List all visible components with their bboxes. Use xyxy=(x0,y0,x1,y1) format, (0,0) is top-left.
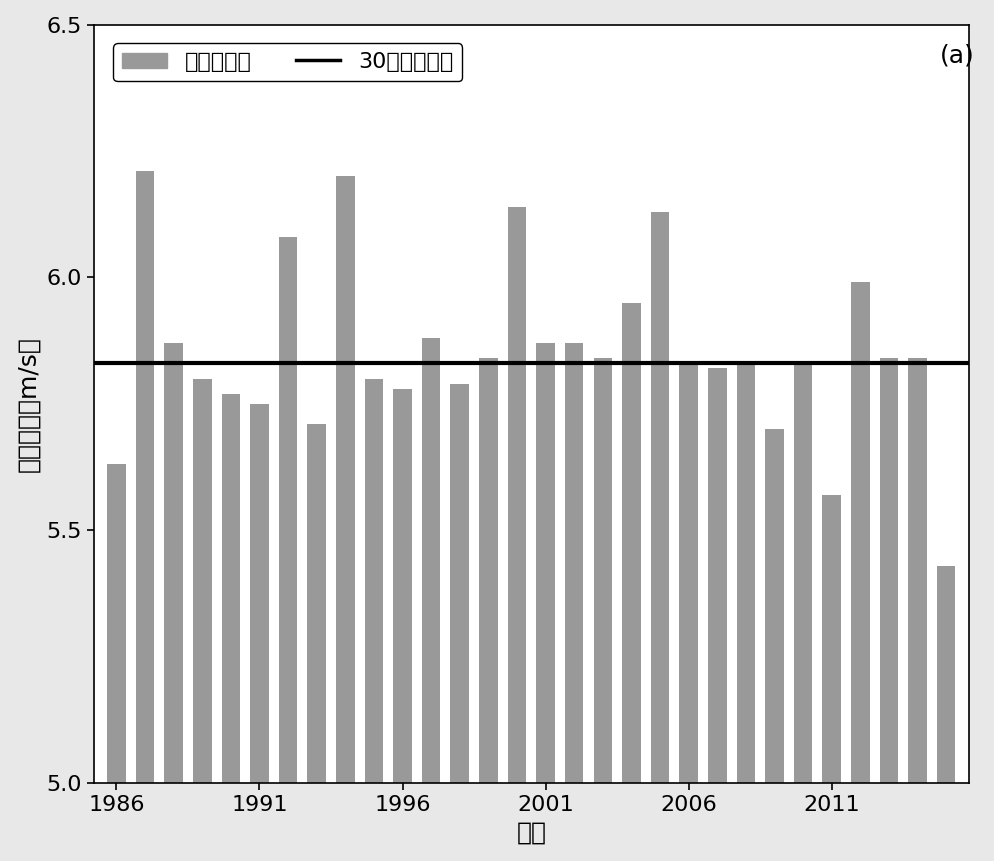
Bar xyxy=(793,363,811,861)
Bar xyxy=(908,358,925,861)
Bar xyxy=(879,358,898,861)
Bar xyxy=(507,207,526,861)
Bar xyxy=(193,379,212,861)
Bar xyxy=(679,363,697,861)
Bar xyxy=(164,344,183,861)
Bar xyxy=(822,495,840,861)
Bar xyxy=(850,282,869,861)
Bar xyxy=(278,237,297,861)
Bar xyxy=(249,404,268,861)
Bar xyxy=(135,171,154,861)
Bar xyxy=(421,338,440,861)
Bar xyxy=(336,177,354,861)
Bar xyxy=(393,388,412,861)
Bar xyxy=(936,566,954,861)
Text: (a): (a) xyxy=(939,44,974,68)
Legend: 年平均风速, 30年平均风速: 年平均风速, 30年平均风速 xyxy=(113,43,462,81)
Y-axis label: 平均风速（m/s）: 平均风速（m/s） xyxy=(17,336,41,472)
Bar xyxy=(736,363,754,861)
Bar xyxy=(592,358,611,861)
Bar xyxy=(565,344,582,861)
Bar xyxy=(708,369,726,861)
Bar xyxy=(107,464,125,861)
Bar xyxy=(307,424,326,861)
Bar xyxy=(536,344,555,861)
Bar xyxy=(450,384,468,861)
Bar xyxy=(650,212,669,861)
Bar xyxy=(621,303,640,861)
X-axis label: 年份: 年份 xyxy=(516,821,546,845)
Bar xyxy=(222,393,240,861)
Bar xyxy=(478,358,497,861)
Bar xyxy=(764,429,783,861)
Bar xyxy=(364,379,383,861)
